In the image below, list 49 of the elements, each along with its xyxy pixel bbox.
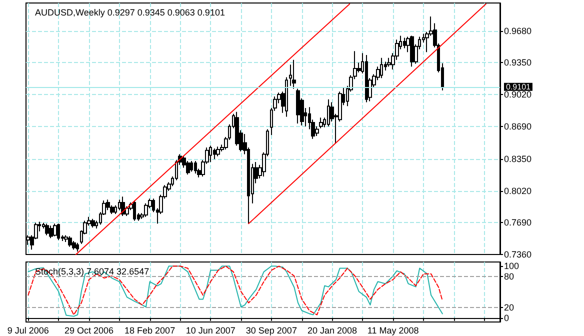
candlestick: [296, 88, 300, 124]
candlestick: [213, 148, 216, 160]
candlestick: [289, 64, 292, 86]
candlestick: [133, 200, 136, 222]
candlestick: [365, 54, 368, 103]
text: AUDUSD,Weekly 0.9297 0.9345 0.9063 0.9101: [35, 8, 225, 18]
candlestick: [45, 223, 49, 236]
candlestick: [144, 202, 148, 218]
candlestick: [194, 160, 197, 174]
x-tick-label: 10 Jun 2007: [186, 326, 236, 336]
candlestick: [68, 236, 72, 248]
candlestick: [285, 76, 288, 118]
y-tick-label: 20: [504, 302, 514, 313]
candlestick: [380, 57, 383, 79]
x-tick-label: 9 Jul 2006: [7, 326, 49, 336]
y-tick-label: 0: [504, 312, 510, 323]
candlestick: [106, 199, 110, 211]
x-tick-label: 29 Oct 2006: [64, 326, 114, 336]
candlestick: [292, 59, 296, 90]
candlestick: [216, 146, 220, 157]
candlestick: [319, 117, 323, 129]
candlestick: [91, 218, 95, 228]
x-tick-label: 18 Feb 2007: [124, 326, 176, 336]
candlestick: [327, 98, 330, 127]
candlestick: [410, 35, 414, 68]
y-tick-label: 0.9680: [504, 26, 532, 36]
y-tick-label: 0.7360: [504, 250, 532, 260]
candlestick: [49, 225, 53, 239]
ref-line-label: 0.9101: [506, 82, 532, 92]
candlestick: [121, 196, 125, 216]
x-tick-label: 30 Sep 2007: [246, 326, 297, 336]
candlestick: [403, 37, 406, 49]
candlestick: [209, 145, 212, 162]
candlestick: [57, 223, 60, 241]
y-tick-label: 80: [504, 271, 514, 282]
x-tick-label: 11 May 2008: [367, 326, 419, 336]
y-tick-label: 100: [504, 261, 520, 272]
y-tick-label: 0.8350: [504, 154, 532, 164]
candlestick: [53, 223, 57, 237]
candlestick: [190, 160, 193, 172]
y-tick-label: 0.8020: [504, 186, 532, 196]
y-tick-label: 0.9020: [504, 90, 532, 100]
y-tick-label: 0.9350: [504, 58, 532, 68]
x-tick-label: 20 Jan 2008: [307, 326, 357, 336]
candlestick: [186, 160, 190, 176]
candlestick: [76, 242, 79, 252]
candlestick: [387, 57, 391, 68]
y-tick-label: 0.7690: [504, 218, 532, 228]
y-tick-label: 0.8690: [504, 121, 532, 132]
